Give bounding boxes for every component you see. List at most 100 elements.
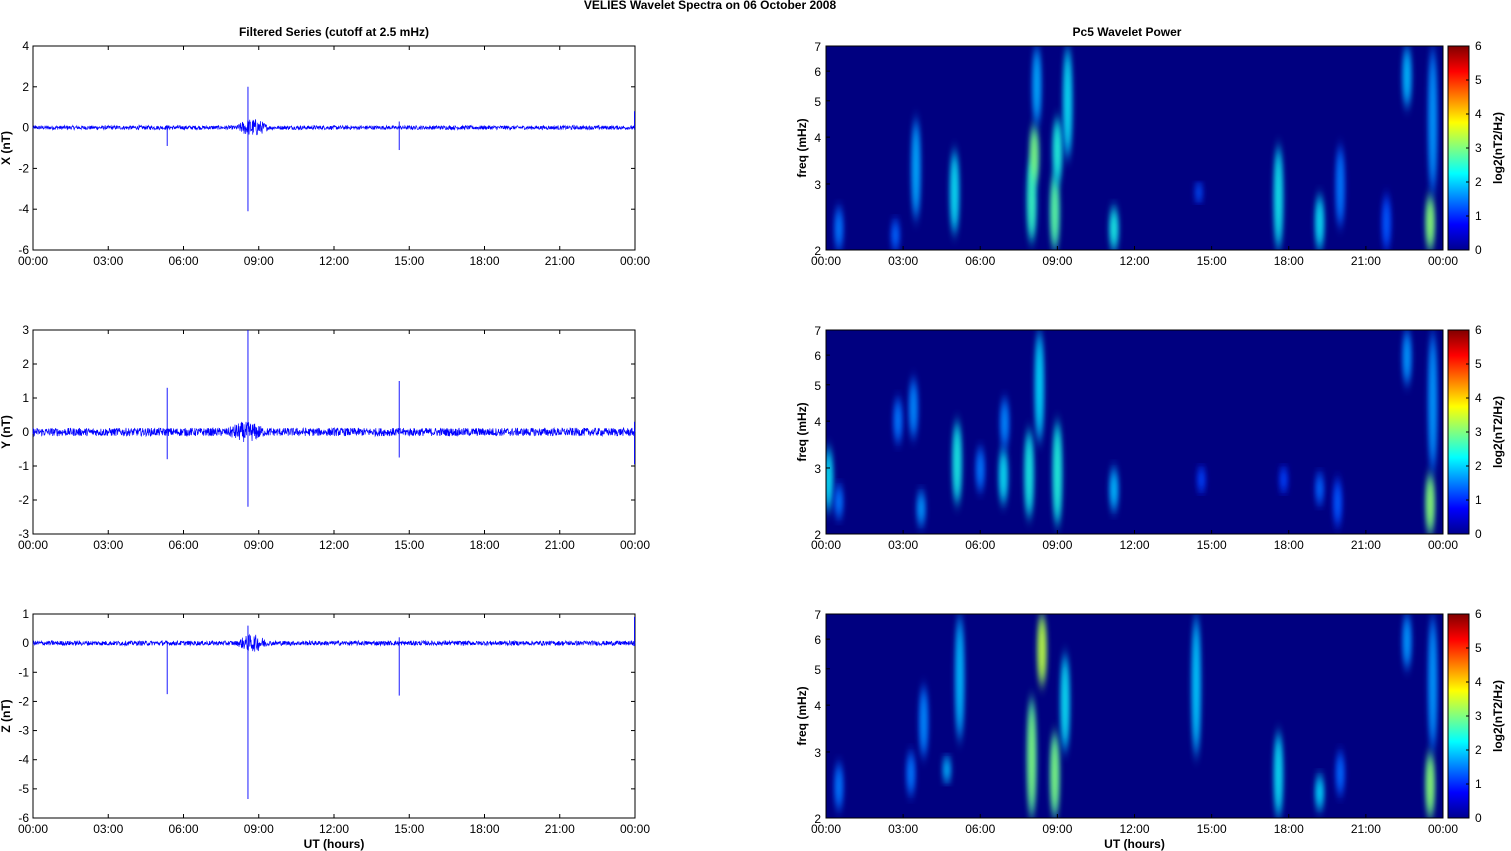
y-tick-label: -4 [18,202,29,216]
y-tick-label: 5 [814,663,821,677]
y-axis-label: Y (nT) [0,415,13,449]
series-line [32,633,636,652]
x-tick-label: 18:00 [1274,822,1304,836]
y-tick-label: 2 [22,80,29,94]
power-blob-core [908,756,914,791]
y-tick-label: -1 [18,459,29,473]
power-blob-core [836,488,842,516]
power-blob-core [1404,335,1410,380]
y-tick-label: 7 [814,324,821,338]
x-axis-label: UT (hours) [1104,837,1165,851]
wavelet-panel-1: 2 3 4 5 6 7 00:00 03:00 06:00 09:00 12:00 15:00 18:0… [795,39,1505,268]
power-blob-core [1384,200,1389,245]
x-tick-label: 00:00 [620,822,650,836]
y-tick-label: 3 [814,462,821,476]
colorbar-tick-label: 5 [1475,641,1482,655]
x-tick-label: 00:00 [811,254,841,268]
power-blob-core [1001,453,1006,499]
power-blob-core [836,211,842,246]
plot-frame [32,45,636,251]
y-axis-label: freq (mHz) [795,402,809,461]
y-axis-label: X (nT) [0,131,13,165]
colorbar-tick-label: 2 [1475,175,1482,189]
x-tick-label: 03:00 [93,538,123,552]
power-blob-core [1029,709,1034,806]
x-tick-label: 15:00 [394,538,424,552]
series-line [32,421,636,443]
y-tick-label: -3 [18,527,29,541]
left-column-title: Filtered Series (cutoff at 2.5 mHz) [239,25,429,39]
heatmap-background [826,614,1443,818]
x-axis-label: UT (hours) [304,837,365,851]
x-tick-label: 15:00 [1197,822,1227,836]
heatmap-blobs [826,330,1438,534]
y-tick-label: 5 [814,95,821,109]
x-tick-label: 03:00 [888,538,918,552]
x-tick-label: 18:00 [469,822,499,836]
colorbar-tick-label: 4 [1475,675,1482,689]
x-tick-label: 09:00 [244,538,274,552]
x-tick-label: 09:00 [244,822,274,836]
x-tick-label: 15:00 [1197,538,1227,552]
y-tick-label: 0 [22,121,29,135]
colorbar-label: log2(nT2/Hz) [1491,112,1505,184]
x-tick-label: 15:00 [394,822,424,836]
power-blob-core [1317,476,1322,502]
x-tick-label: 00:00 [811,822,841,836]
y-tick-label: 6 [814,65,821,79]
power-blob-core [1111,211,1117,246]
power-blob-core [978,451,983,487]
power-blob-core [1430,344,1435,460]
colorbar [1447,329,1470,535]
x-tick-label: 21:00 [1351,254,1381,268]
colorbar-tick-label: 2 [1475,459,1482,473]
x-tick-label: 21:00 [1351,822,1381,836]
y-tick-label: 1 [22,607,29,621]
power-blob-core [1032,131,1037,179]
power-blob-core [911,384,916,433]
x-tick-label: 03:00 [93,254,123,268]
x-tick-label: 06:00 [168,822,198,836]
colorbar-tick-label: 2 [1475,743,1482,757]
x-tick-label: 21:00 [545,538,575,552]
y-tick-label: -6 [18,811,29,825]
x-tick-label: 09:00 [1042,538,1072,552]
colorbar [1447,45,1470,251]
series-panel-z: 10-1-2-3-4-5-600:00 03:00 06:00 09:00 12:00 1… [0,607,650,851]
x-tick-label: 03:00 [93,822,123,836]
x-tick-label: 15:00 [394,254,424,268]
y-tick-label: -6 [18,243,29,257]
y-tick-label: 1 [22,391,29,405]
power-blob-core [952,158,957,227]
power-blob-core [1029,167,1034,234]
power-blob-core [893,223,898,248]
x-tick-label: 03:00 [888,254,918,268]
colorbar-tick-label: 4 [1475,391,1482,405]
y-tick-label: -2 [18,493,29,507]
y-tick-label: 4 [814,699,821,713]
power-blob-core [1052,740,1058,810]
power-blob-core [1065,57,1070,148]
power-blob-core [1062,663,1068,743]
y-tick-label: 2 [814,812,821,826]
colorbar [1447,613,1470,819]
heatmap-blobs [834,46,1438,250]
x-tick-label: 12:00 [1119,538,1149,552]
colorbar-tick-label: 6 [1475,323,1482,337]
x-tick-label: 00:00 [1428,254,1458,268]
x-tick-label: 09:00 [1042,254,1072,268]
colorbar-tick-label: 0 [1475,527,1482,541]
colorbar-tick-label: 3 [1475,425,1482,439]
x-tick-label: 06:00 [965,254,995,268]
power-blob-core [1337,153,1343,220]
y-tick-label: 2 [22,357,29,371]
x-tick-label: 18:00 [469,538,499,552]
x-tick-label: 00:00 [811,538,841,552]
x-tick-label: 06:00 [965,822,995,836]
y-tick-label: 6 [814,349,821,363]
power-blob-core [895,402,901,439]
y-tick-label: -1 [18,665,29,679]
y-tick-label: 4 [814,131,821,145]
